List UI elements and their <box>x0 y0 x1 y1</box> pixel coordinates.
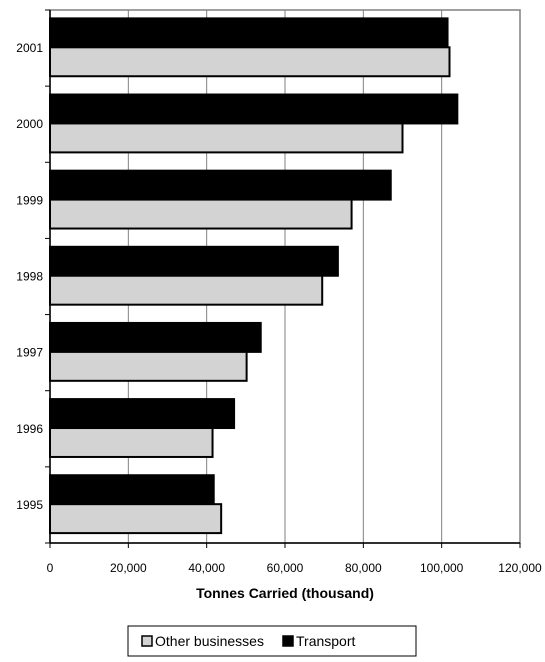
x-tick-label: 80,000 <box>345 561 382 575</box>
y-tick-label: 2001 <box>16 41 43 55</box>
bar-transport <box>49 474 215 506</box>
legend-label: Transport <box>296 633 356 649</box>
axes: 0 20,000 40,000 60,000 80,000 100,000 120,000 2… <box>16 9 542 575</box>
bar-transport <box>49 245 339 277</box>
bar-other-businesses <box>49 427 214 458</box>
x-tick-label: 120,000 <box>498 561 542 575</box>
x-tick-label: 40,000 <box>188 561 225 575</box>
x-axis-title: Tonnes Carried (thousand) <box>196 585 374 601</box>
y-tick-label: 1996 <box>16 422 43 436</box>
y-tick-label: 1999 <box>16 193 43 207</box>
legend-box <box>127 625 417 657</box>
bar-transport <box>49 321 262 353</box>
legend-label: Other businesses <box>155 633 264 649</box>
bar-other-businesses <box>49 46 451 78</box>
legend: Other businesses Transport <box>127 625 417 657</box>
bar-other-businesses <box>49 198 353 230</box>
bar-transport <box>49 17 449 49</box>
bar-other-businesses <box>49 274 324 306</box>
bar-other-businesses <box>49 350 248 382</box>
x-tick-label: 100,000 <box>420 561 464 575</box>
legend-swatch <box>282 635 294 647</box>
x-tick-label: 0 <box>47 561 54 575</box>
y-tick-label: 1997 <box>16 346 43 360</box>
y-tick-label: 1995 <box>16 498 43 512</box>
bar-transport <box>49 93 459 125</box>
x-tick-label: 20,000 <box>110 561 147 575</box>
bar-other-businesses <box>49 503 223 535</box>
bar-transport <box>49 169 392 201</box>
y-tick-label: 1998 <box>16 270 43 284</box>
x-tick-label: 60,000 <box>267 561 304 575</box>
bar-other-businesses <box>49 122 404 154</box>
y-tick-label: 2000 <box>16 117 43 131</box>
bar-transport <box>49 398 236 430</box>
legend-swatch <box>141 635 153 647</box>
